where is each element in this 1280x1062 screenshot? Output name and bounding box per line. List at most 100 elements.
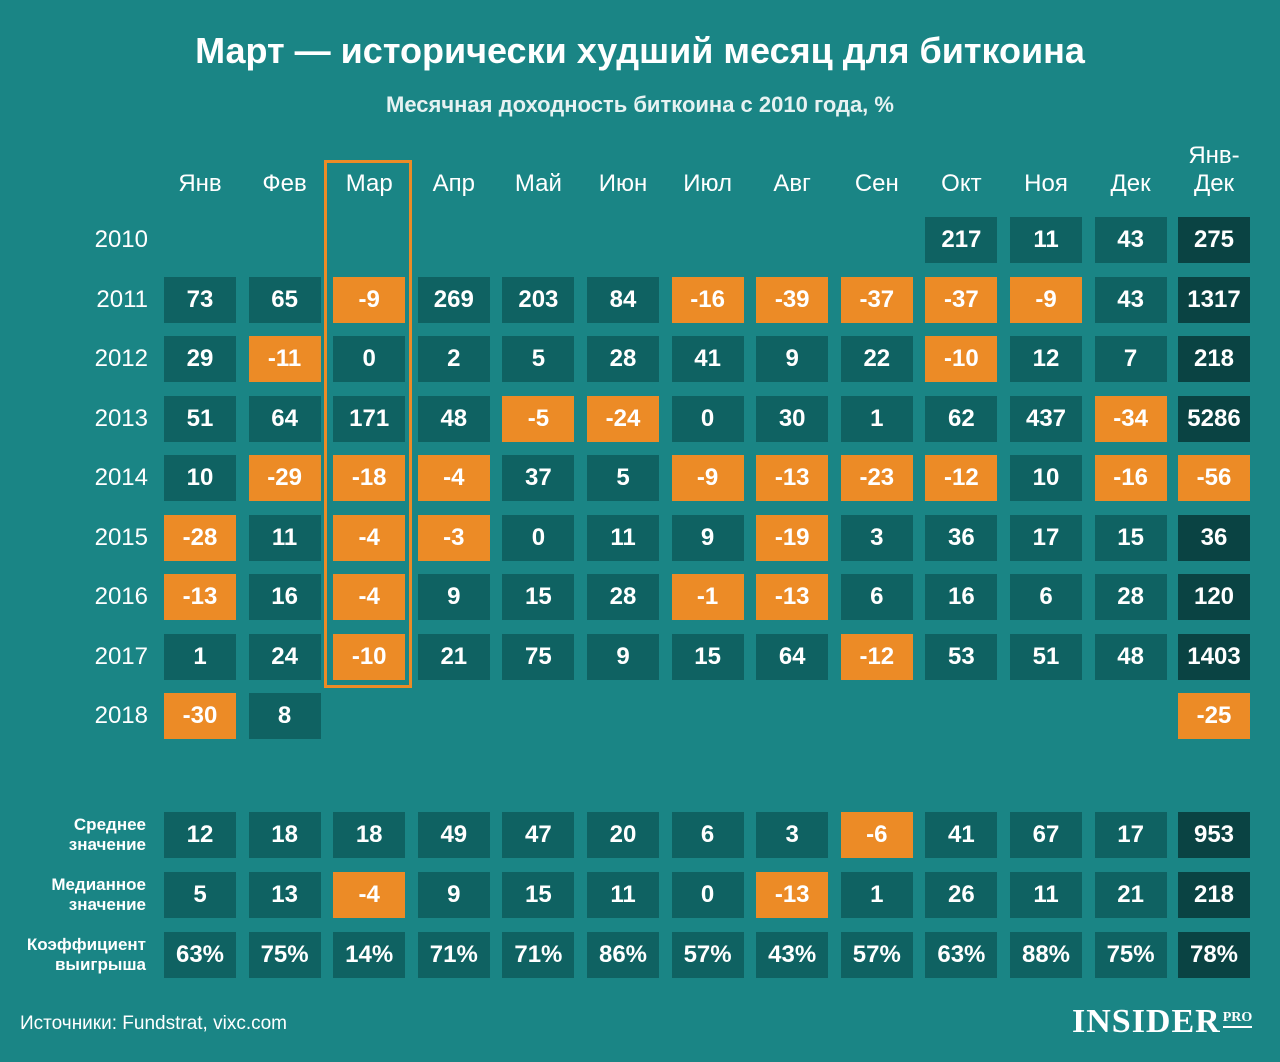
stat-cell: 18 [248,812,321,858]
total-cell: 275 [1178,217,1250,263]
column-header-total-line: Янв- [1188,142,1240,169]
table-cell: 17 [1010,514,1082,561]
source-note: Источники: Fundstrat, vixc.com [20,1013,287,1034]
table-cell: 269 [417,276,490,323]
table-cell: 36 [925,514,998,561]
column-header-5: Май [514,170,562,197]
table-cell: 7 [1094,336,1167,382]
table-cell: -11 [248,336,321,382]
stat-cell: 6 [671,812,744,858]
table-cell: -3 [417,514,490,561]
stat-cell: -6 [840,812,913,858]
column-header-11: Ноя [1024,170,1068,197]
table-cell: 10 [1010,455,1082,501]
table-cell: 30 [756,395,829,442]
table-cell: 51 [164,395,236,442]
table-cell: -13 [756,455,829,501]
stat-label-line: Медианное [51,875,146,894]
table-cell: -37 [925,276,998,323]
row-label-2018: 2018 [94,702,148,729]
stat-label-line: Коэффициент [26,935,146,954]
row-label-2016: 2016 [94,583,148,610]
stat-cell: 75% [248,932,321,978]
table-cell: 51 [1010,633,1082,680]
table-cell: 28 [1094,574,1167,620]
table-cell: 22 [840,336,913,382]
table-cell: 16 [925,574,998,620]
total-cell: -56 [1178,455,1250,501]
column-header-9: Сен [854,170,899,197]
table-cell: 64 [248,395,321,442]
table-cell: 37 [502,455,575,501]
column-header-10: Окт [941,170,982,197]
table-cell: -13 [756,574,829,620]
column-header-3: Мар [345,170,393,197]
table-cell: 53 [925,633,998,680]
logo-text: INSIDER [1072,1003,1221,1040]
stat-cell: 86% [587,932,659,978]
table-cell: 9 [671,514,744,561]
table-cell: 6 [840,574,913,620]
stat-cell: 18 [333,812,406,858]
column-header-12: Дек [1110,170,1151,197]
table-cell: 9 [587,633,659,680]
table-cell: 3 [840,514,913,561]
table-cell: -29 [248,455,321,501]
stat-total-cell: 78% [1178,932,1250,978]
stat-cell: 1 [840,872,913,918]
chart-title: Март — исторически худший месяц для битк… [195,30,1085,71]
table-cell: -13 [164,574,236,620]
table-cell: 28 [587,336,659,382]
table-cell: 64 [756,633,829,680]
stat-cell: 57% [671,932,744,978]
table-cell: 48 [417,395,490,442]
table-cell: -5 [502,395,575,442]
table-cell: -9 [1010,276,1082,323]
table-cell: -10 [333,633,406,680]
stat-cell: 15 [502,872,575,918]
table-cell: 203 [502,276,575,323]
table-cell: 41 [671,336,744,382]
table-cell: 11 [248,514,321,561]
table-cell: -19 [756,514,829,561]
stat-cell: -13 [756,872,829,918]
row-label-2014: 2014 [94,464,148,491]
table-cell: 24 [248,633,321,680]
total-cell: 36 [1178,514,1250,561]
stat-cell: 43% [756,932,829,978]
table-cell: -4 [333,514,406,561]
row-label-2011: 2011 [96,285,148,313]
stat-cell: 11 [1010,872,1082,918]
table-cell: -12 [840,633,913,680]
table-cell: 437 [1010,395,1082,442]
stat-cell: -4 [333,872,406,918]
table-cell: 171 [333,395,406,442]
table-cell: -10 [925,336,998,382]
table-cell: -1 [671,574,744,620]
table-cell: -30 [164,693,236,739]
stat-label: Медианное значение [0,875,146,915]
row-label-2013: 2013 [94,404,148,432]
total-cell: 218 [1178,336,1250,382]
table-cell: -34 [1094,395,1167,442]
column-header-8: Авг [773,170,811,197]
table-cell: 10 [164,455,236,501]
table-cell: 0 [333,336,406,382]
table-cell: -4 [333,574,406,620]
stat-cell: 71% [417,932,490,978]
table-cell: 43 [1094,217,1167,263]
table-cell: -16 [1094,455,1167,501]
stat-label-line: значение [68,835,146,854]
table-cell: 0 [502,514,575,561]
table-cell: -9 [671,455,744,501]
stat-cell: 49 [417,812,490,858]
stat-total-cell: 218 [1178,872,1250,918]
total-cell: 120 [1178,574,1250,620]
table-cell: 48 [1094,633,1167,680]
table-cell: 21 [417,633,490,680]
stat-cell: 26 [925,872,998,918]
stat-label: Коэффициент выигрыша [0,935,146,975]
table-cell: 15 [1094,514,1167,561]
stat-cell: 0 [671,872,744,918]
stat-cell: 9 [417,872,490,918]
